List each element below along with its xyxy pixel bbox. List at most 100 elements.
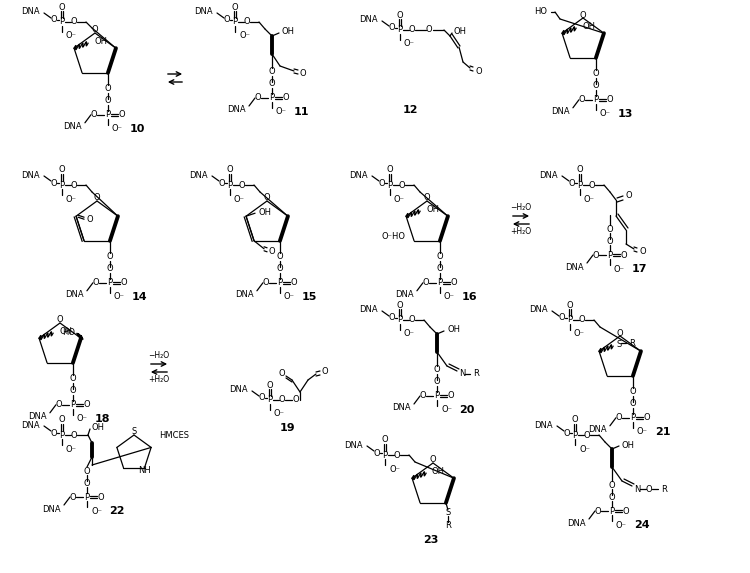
Text: OH: OH	[426, 205, 439, 214]
Text: R: R	[445, 521, 451, 530]
Text: O: O	[568, 179, 575, 187]
Text: O⁻: O⁻	[584, 194, 595, 203]
Text: O: O	[224, 15, 230, 25]
Text: O: O	[92, 26, 98, 34]
Text: S: S	[446, 508, 451, 517]
Text: O: O	[430, 456, 436, 465]
Text: O: O	[589, 180, 596, 190]
Text: −H₂O: −H₂O	[511, 203, 532, 213]
Text: HO: HO	[534, 7, 547, 17]
Text: OH: OH	[258, 207, 271, 217]
Text: O: O	[104, 84, 111, 93]
Text: O: O	[609, 481, 615, 489]
Text: O: O	[279, 395, 285, 405]
Text: O: O	[640, 248, 646, 257]
Text: O: O	[579, 316, 585, 324]
Text: O⁻: O⁻	[394, 194, 405, 203]
Text: 24: 24	[634, 520, 650, 530]
Text: O: O	[268, 248, 274, 256]
Text: R: R	[629, 339, 635, 348]
Text: DNA: DNA	[395, 291, 414, 299]
Text: O: O	[387, 166, 393, 175]
Text: O: O	[268, 80, 275, 88]
Text: O: O	[219, 179, 225, 187]
Text: O⁻: O⁻	[276, 108, 287, 116]
Text: O: O	[382, 435, 388, 445]
Text: HO: HO	[62, 328, 75, 337]
Text: O: O	[451, 278, 458, 287]
Text: O: O	[433, 366, 440, 375]
Text: O: O	[422, 278, 429, 287]
Text: O⁻: O⁻	[579, 445, 590, 453]
Text: O: O	[300, 69, 307, 79]
Text: O: O	[616, 413, 622, 422]
Text: O: O	[409, 26, 416, 34]
Text: OH: OH	[447, 325, 460, 335]
Text: DNA: DNA	[227, 105, 246, 115]
Text: O: O	[322, 367, 328, 375]
Text: 20: 20	[459, 405, 474, 415]
Text: O: O	[83, 401, 90, 409]
Text: DNA: DNA	[21, 421, 40, 430]
Text: O: O	[379, 179, 386, 187]
Text: O: O	[621, 250, 627, 260]
Text: O: O	[264, 194, 270, 202]
Text: DNA: DNA	[230, 386, 248, 394]
Text: O: O	[409, 316, 416, 324]
Text: O: O	[56, 401, 62, 409]
Text: O: O	[564, 429, 570, 438]
Text: O⁻: O⁻	[66, 445, 77, 453]
Text: O⁻HO: O⁻HO	[381, 232, 405, 241]
Text: DNA: DNA	[350, 171, 368, 179]
Text: O⁻: O⁻	[441, 406, 452, 414]
Text: O⁻: O⁻	[404, 40, 415, 49]
Text: O: O	[424, 194, 430, 202]
Text: P: P	[437, 278, 442, 287]
Text: OH: OH	[91, 422, 104, 431]
Text: O: O	[607, 237, 613, 245]
Text: O: O	[70, 18, 77, 26]
Text: O: O	[388, 313, 395, 323]
Text: O⁻: O⁻	[234, 194, 245, 203]
Text: 15: 15	[302, 292, 317, 302]
Text: O: O	[98, 493, 104, 501]
Text: O⁻: O⁻	[66, 194, 77, 203]
Text: O: O	[607, 95, 613, 104]
Text: O: O	[70, 493, 76, 501]
Text: O: O	[629, 387, 636, 397]
Text: P: P	[398, 316, 403, 324]
Text: N: N	[634, 485, 640, 493]
Text: +H₂O: +H₂O	[511, 227, 532, 237]
Text: R: R	[473, 370, 478, 379]
Text: O⁻: O⁻	[66, 32, 77, 41]
Text: DNA: DNA	[392, 403, 411, 413]
Text: O: O	[374, 449, 380, 457]
Text: O: O	[226, 166, 233, 175]
Text: O: O	[118, 110, 125, 119]
Text: O⁻: O⁻	[284, 292, 295, 301]
Text: O⁻: O⁻	[616, 520, 627, 529]
Text: N: N	[459, 370, 465, 379]
Text: O: O	[238, 180, 245, 190]
Text: O⁻: O⁻	[404, 329, 415, 339]
Text: O: O	[388, 23, 395, 33]
Text: P: P	[382, 450, 388, 460]
Text: O⁻: O⁻	[114, 292, 125, 301]
Text: O: O	[622, 507, 629, 516]
Text: P: P	[578, 180, 583, 190]
Text: O: O	[106, 264, 113, 273]
Text: DNA: DNA	[359, 305, 378, 315]
Text: O: O	[592, 250, 599, 260]
Text: 10: 10	[130, 124, 146, 134]
Text: DNA: DNA	[21, 171, 40, 179]
Text: O: O	[607, 225, 613, 234]
Text: O: O	[262, 278, 269, 287]
Text: O: O	[58, 415, 65, 425]
Text: O⁻: O⁻	[574, 329, 585, 339]
Text: P: P	[105, 110, 110, 119]
Text: O: O	[595, 507, 602, 516]
Text: P: P	[59, 18, 64, 26]
Text: O: O	[578, 95, 585, 104]
Text: DNA: DNA	[588, 425, 607, 434]
Text: 12: 12	[402, 105, 418, 115]
